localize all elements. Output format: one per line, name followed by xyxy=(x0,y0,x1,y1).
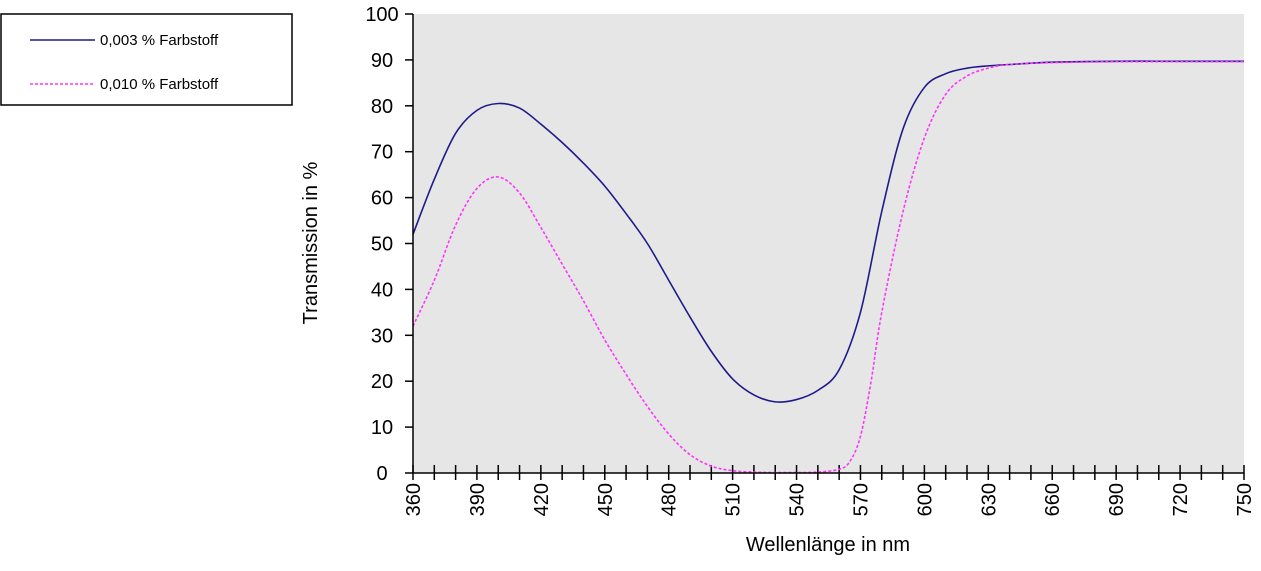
y-axis-tick-labels: 0 10 20 30 40 50 60 70 80 90 100 xyxy=(365,4,398,485)
y-axis-ticks xyxy=(405,13,413,474)
x-axis-title: Wellenlänge in nm xyxy=(746,534,910,556)
x-tick-label: 600 xyxy=(914,483,936,516)
x-tick-label: 540 xyxy=(787,483,809,516)
y-tick-label: 80 xyxy=(371,96,393,118)
x-tick-label: 690 xyxy=(1106,483,1128,516)
x-tick-label: 360 xyxy=(403,483,425,516)
x-tick-label: 390 xyxy=(467,483,489,516)
y-axis-title: Transmission in % xyxy=(300,161,322,324)
x-tick-label: 450 xyxy=(595,483,617,516)
legend-box xyxy=(0,13,293,106)
y-tick-label: 20 xyxy=(371,371,393,393)
plot-area xyxy=(413,14,1244,473)
legend: 0,003 % Farbstoff 0,010 % Farbstoff xyxy=(0,13,293,106)
y-tick-label: 70 xyxy=(371,142,393,164)
y-tick-label: 40 xyxy=(371,279,393,301)
x-tick-label: 660 xyxy=(1042,483,1064,516)
y-tick-label: 90 xyxy=(371,50,393,72)
x-axis-tick-labels: 360 390 420 450 480 510 540 570 600 630 660 690 720 7… xyxy=(403,483,1256,516)
x-tick-label: 720 xyxy=(1170,483,1192,516)
x-tick-label: 480 xyxy=(659,483,681,516)
x-tick-label: 750 xyxy=(1234,483,1256,516)
y-tick-label: 50 xyxy=(371,234,393,256)
x-tick-label: 630 xyxy=(978,483,1000,516)
legend-label-0: 0,003 % Farbstoff xyxy=(100,32,219,49)
series-line-0 xyxy=(412,60,1244,403)
x-tick-label: 570 xyxy=(850,483,872,516)
x-tick-label: 510 xyxy=(723,483,745,516)
x-tick-label: 420 xyxy=(531,483,553,516)
y-tick-label: 10 xyxy=(371,417,393,439)
y-tick-label: 100 xyxy=(365,4,398,26)
y-tick-label: 30 xyxy=(371,325,393,347)
y-tick-label: 60 xyxy=(371,188,393,210)
legend-label-1: 0,010 % Farbstoff xyxy=(100,76,219,93)
y-tick-label: 0 xyxy=(376,463,387,485)
